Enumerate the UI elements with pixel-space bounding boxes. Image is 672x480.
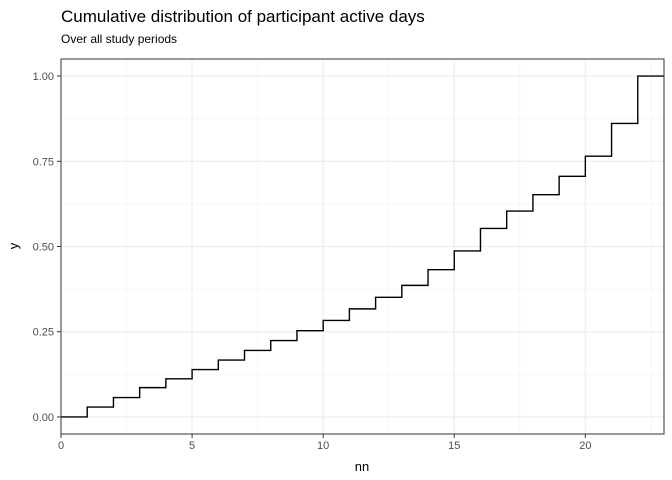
x-tick-label: 5	[189, 440, 195, 452]
x-axis-title: nn	[355, 459, 369, 474]
y-tick-label: 0.00	[33, 412, 54, 424]
y-tick-label: 0.50	[33, 242, 54, 254]
x-tick-label: 0	[58, 440, 64, 452]
y-axis: 0.00 0.25 0.50 0.75 1.00	[33, 71, 61, 424]
chart-subtitle: Over all study periods	[61, 32, 177, 46]
y-axis-title: y	[6, 242, 21, 249]
y-tick-label: 1.00	[33, 71, 54, 83]
x-axis: 0 5 10 15 20	[58, 434, 591, 452]
x-tick-label: 15	[448, 440, 460, 452]
x-tick-label: 20	[579, 440, 591, 452]
x-tick-label: 10	[317, 440, 329, 452]
grid	[60, 59, 664, 434]
series-layer	[61, 75, 664, 418]
ecdf-step-line	[61, 75, 664, 418]
y-tick-label: 0.75	[33, 156, 54, 168]
y-tick-label: 0.25	[33, 327, 54, 339]
chart-title: Cumulative distribution of participant a…	[61, 7, 425, 26]
